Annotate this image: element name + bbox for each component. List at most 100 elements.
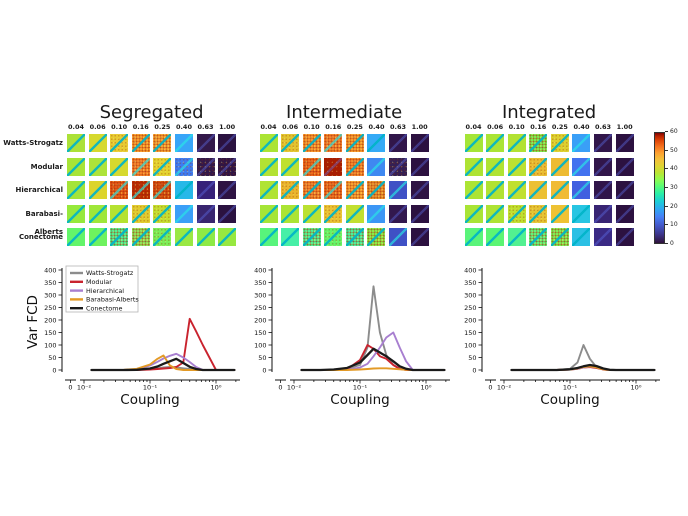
matrix-cell: [529, 204, 548, 223]
matrix-cell: [110, 181, 129, 199]
col-label: 0.10: [508, 123, 525, 131]
panel-title-integrated: Integrated: [501, 102, 597, 123]
legend-label: Conectome: [86, 304, 123, 312]
matrix-cell: [67, 134, 85, 152]
col-label: 0.06: [282, 123, 299, 131]
matrix-cell: [67, 157, 85, 176]
matrix-cell: [218, 157, 237, 176]
col-label: 0.40: [368, 123, 385, 131]
zero-tick-label: 0: [278, 384, 282, 392]
colorbar-tick-label: 50: [670, 146, 678, 154]
col-label: 0.63: [197, 123, 214, 131]
colorbar-tick-mark: [665, 224, 668, 226]
row-label: Hierarchical: [15, 186, 63, 194]
matrix-cell: [259, 228, 278, 246]
col-label: 0.25: [551, 123, 568, 131]
matrix-cell: [110, 134, 129, 152]
matrix-cell: [196, 181, 215, 199]
y-tick-label: 100: [464, 341, 476, 349]
matrix-cell: [550, 204, 569, 223]
matrix-cell: [594, 228, 613, 246]
matrix-cell: [131, 181, 150, 199]
series-modular: [90, 317, 236, 371]
y-tick-label: 300: [254, 291, 266, 299]
matrix-cell: [572, 204, 591, 223]
y-tick-label: 250: [464, 304, 476, 312]
series-conectome: [300, 347, 446, 372]
matrix-cell: [389, 204, 408, 223]
matrix-cell: [367, 204, 386, 223]
matrix-cell: [594, 157, 613, 176]
y-tick-label: 200: [44, 316, 56, 324]
colorbar-tick-mark: [665, 168, 668, 170]
matrix-cell: [324, 228, 343, 246]
matrix-cell: [196, 134, 215, 152]
matrix-cell: [131, 228, 150, 246]
y-axis-label: Var FCD: [25, 295, 41, 349]
matrix-cell: [174, 228, 193, 246]
matrix-cell: [131, 157, 150, 176]
x-tick-label: 10⁻²: [287, 384, 302, 392]
matrix-cell: [218, 134, 237, 152]
colorbar: 0 10 20 30 40 50 60: [654, 128, 688, 247]
matrix-cell: [389, 157, 408, 176]
col-label: 0.63: [595, 123, 612, 131]
matrix-cell: [174, 181, 193, 199]
col-label: 1.00: [411, 123, 428, 131]
col-label: 0.10: [303, 123, 320, 131]
matrix-cell: [529, 228, 548, 246]
y-tick-label: 150: [44, 329, 56, 337]
matrix-cell: [67, 204, 85, 223]
y-tick-label: 100: [44, 341, 56, 349]
matrix-cell: [389, 134, 408, 152]
matrix-cell: [67, 228, 85, 246]
matrix-cell: [259, 204, 278, 223]
x-tick-label: 10⁻¹: [563, 384, 578, 392]
matrix-cell: [345, 228, 364, 246]
col-label: 0.04: [260, 123, 277, 131]
row-label: Modular: [30, 162, 63, 171]
matrix-cell: [196, 228, 215, 246]
row-label: Barabasi-Alberts: [25, 209, 63, 236]
heatmap-panel-integrated: Integrated 0.04 0.06 0.10 0.16 0.25 0.40 0.63 1…: [464, 102, 634, 246]
series-hierarchical: [300, 331, 446, 371]
y-tick-label: 0: [52, 366, 56, 374]
x-axis-label: Coupling: [120, 392, 179, 408]
matrix-cell: [281, 204, 300, 223]
colorbar-tick-mark: [665, 205, 668, 207]
legend-label: Modular: [86, 278, 112, 286]
y-tick-label: 400: [44, 266, 56, 274]
matrix-cell: [259, 134, 278, 152]
colorbar-tick-mark: [665, 187, 668, 188]
matrix-cell: [302, 134, 321, 152]
matrix-cell: [88, 134, 107, 152]
y-tick-label: 250: [44, 304, 56, 312]
col-label: 0.06: [89, 123, 106, 131]
matrix-cell: [110, 157, 129, 176]
matrix-cell: [572, 157, 591, 176]
matrix-cell: [324, 134, 343, 152]
col-label: 0.10: [111, 123, 128, 131]
heatmap-row-labels: Watts-Strogatz Modular Hierarchical Barabas…: [0, 134, 63, 252]
matrix-cell: [131, 134, 150, 152]
y-tick-label: 50: [258, 354, 266, 362]
matrix-cell: [572, 228, 591, 246]
matrix-cell: [218, 228, 237, 246]
y-tick-label: 150: [254, 329, 266, 337]
heatmap-grid-segregated: [67, 134, 237, 246]
matrix-cell: [615, 228, 634, 246]
matrix-cell: [486, 181, 505, 199]
matrix-cell: [594, 204, 613, 223]
matrix-cell: [615, 134, 634, 152]
matrix-cell: [302, 157, 321, 176]
legend-label: Barabasi-Alberts: [86, 296, 139, 304]
matrix-cell: [153, 228, 172, 246]
matrix-cell: [174, 157, 193, 176]
matrix-cell: [302, 181, 321, 199]
zero-tick-label: 0: [488, 384, 492, 392]
y-tick-label: 150: [464, 329, 476, 337]
colorbar-tick-label: 0: [670, 240, 674, 247]
matrix-cell: [594, 134, 613, 152]
x-tick-label: 10⁰: [421, 384, 432, 392]
matrix-cell: [464, 157, 483, 176]
